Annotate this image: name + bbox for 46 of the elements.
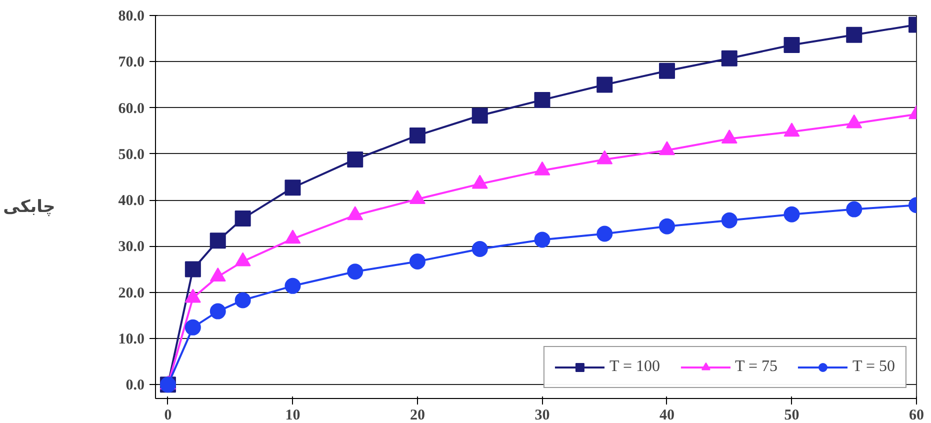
point (596, 76, 613, 93)
x-tick-label: 60 (909, 408, 924, 423)
point (846, 201, 862, 218)
point (658, 218, 675, 234)
point (846, 26, 862, 43)
point (721, 50, 738, 66)
point (210, 303, 226, 320)
x-tick-label: 50 (784, 408, 800, 423)
point (184, 319, 201, 336)
y-tick-label: 10.0 (118, 332, 144, 348)
point (534, 92, 550, 108)
point (234, 210, 251, 227)
point (284, 278, 301, 294)
x-tick-label: 10 (285, 408, 300, 423)
point (784, 37, 800, 54)
y-tick-label: 40.0 (118, 193, 144, 210)
y-tick-label: 80.0 (118, 8, 144, 24)
x-tick-label: 40 (659, 408, 674, 423)
legend-label: T = 50 (852, 358, 895, 376)
point (721, 212, 738, 228)
point (658, 62, 675, 79)
point (534, 232, 550, 248)
y-tick-label: 60.0 (118, 100, 144, 117)
point (409, 127, 426, 144)
point (409, 253, 426, 270)
point (234, 292, 251, 308)
point (784, 206, 800, 222)
x-tick-label: 0 (164, 408, 172, 423)
y-tick-label: 20.0 (118, 285, 144, 302)
point (347, 151, 364, 168)
x-tick-label: 20 (410, 408, 425, 423)
point (596, 226, 613, 242)
point (210, 232, 226, 249)
y-tick-label: 30.0 (118, 239, 144, 256)
x-tick-label: 30 (534, 408, 550, 423)
point (347, 264, 364, 280)
point (284, 180, 301, 196)
y-tick-label: 70.0 (118, 54, 144, 71)
point (472, 241, 488, 257)
y-tick-label: 0.0 (126, 378, 144, 394)
point (472, 108, 488, 124)
legend-label: T = 100 (609, 358, 660, 376)
y-axis-title: چابکی (3, 197, 56, 217)
legend-label: T = 75 (734, 358, 778, 376)
point (184, 261, 201, 278)
y-tick-label: 50.0 (118, 146, 144, 163)
